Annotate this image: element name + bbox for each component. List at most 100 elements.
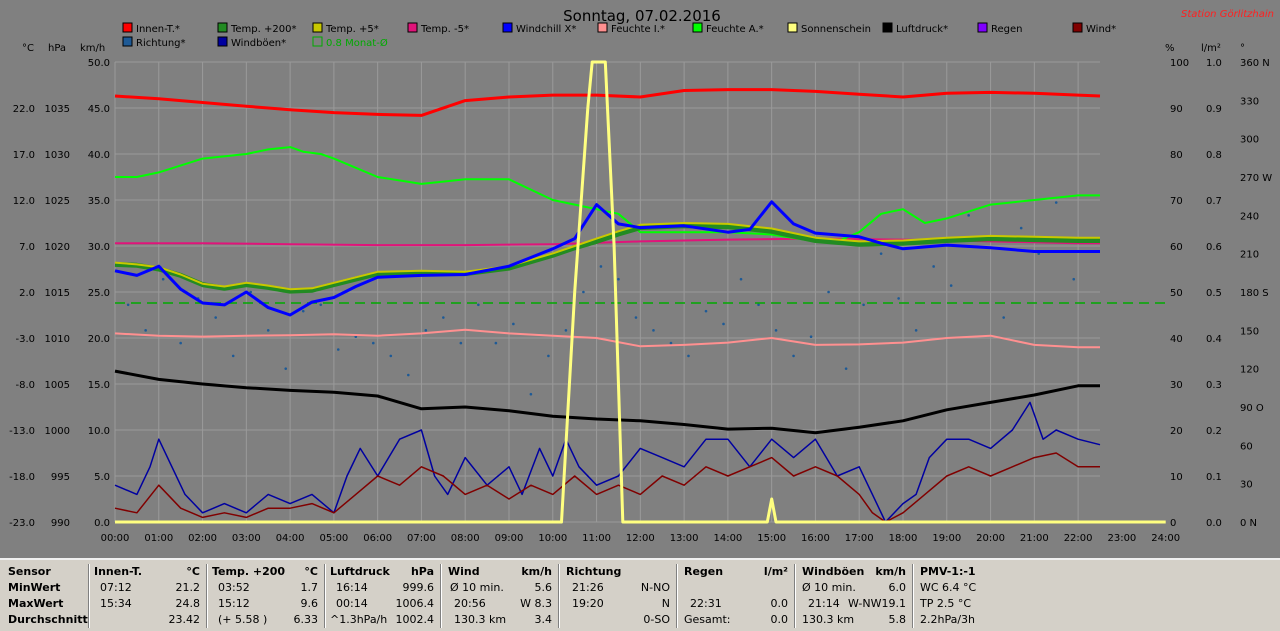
windboen-max-value: 19.1 [881,597,907,610]
windboen-min-value: 6.0 [888,581,907,594]
stats-label-avg: Durchschnitt [8,613,88,626]
legend-swatch [122,36,133,47]
unit-speed: km/h [80,43,105,54]
percent-tick-label: 60 [1170,242,1183,253]
x-tick-label: 01:00 [144,533,173,544]
innen-min-time: 07:12 [100,581,132,594]
percent-tick-label: 40 [1170,334,1183,345]
percent-tick-label: 0 [1170,518,1176,529]
direction-tick-label: 30 [1240,480,1253,491]
chart-legend: Innen-T.* Temp. +200* Temp. +5* Temp. -5* Wi… [122,22,1116,49]
temp200-unit: °C [304,565,318,578]
direction-point [424,329,428,332]
richtung-max-value: N [661,597,670,610]
direction-scatter [126,201,1076,396]
stats-label-title: Sensor [8,565,51,578]
pressure-tick-label: 1005 [45,380,70,391]
legend-label: Temp. +5* [325,24,379,35]
percent-tick-label: 90 [1170,104,1183,115]
percent-tick-label: 10 [1170,472,1183,483]
temp200-min-time: 03:52 [218,581,250,594]
rain-tick-label: 0.0 [1206,518,1222,529]
speed-tick-label: 50.0 [88,58,110,69]
pmv-header: PMV-1:-1 [920,565,976,578]
x-tick-label: 13:00 [670,533,699,544]
luftdruck-trend: ^1.3hPa/h [330,613,388,626]
richtung-min-value: N-NO [640,581,670,594]
x-tick-label: 14:00 [713,533,742,544]
temp-tick-label: 2.0 [19,288,35,299]
stats-temp200: Temp. +200 °C 03:52 1.7 15:12 9.6 (+ 5.58 )… [212,564,318,630]
direction-tick-label: 210 [1240,250,1259,261]
legend-swatch [597,22,608,33]
direction-point [1002,316,1005,319]
direction-point [914,329,918,332]
percent-tick-label: 20 [1170,426,1183,437]
direction-point [827,290,830,294]
luftdruck-max-time: 00:14 [336,597,368,610]
temp-tick-label: -18.0 [9,472,35,483]
windboen-min-label: Ø 10 min. [802,581,856,594]
direction-tick-label: 270 W [1240,173,1272,184]
stats-pmv: PMV-1:-1 WC 6.4 °C TP 2.5 °C 2.2hPa/3h [920,564,1030,630]
temp200-header: Temp. +200 [212,565,286,578]
temp200-avg-diff: (+ 5.58 ) [218,613,268,626]
x-tick-label: 06:00 [363,533,392,544]
direction-point [1019,226,1023,230]
x-tick-label: 24:00 [1151,533,1180,544]
legend-label: Windböen* [231,38,286,49]
weather-chart: Sonntag, 07.02.2016 Station Görlitzhain … [9,7,1274,544]
x-tick-label: 21:00 [1020,533,1049,544]
direction-point [897,297,900,300]
rain-tick-label: 0.1 [1206,472,1222,483]
direction-point [249,290,253,294]
wind-min-value: 5.6 [534,581,553,594]
direction-tick-label: 180 S [1240,288,1269,299]
rain-tick-label: 0.8 [1206,150,1222,161]
speed-tick-label: 30.0 [88,242,110,253]
windboen-avg-value: 5.8 [888,613,907,626]
series-temp-5 [114,222,1100,291]
series-temp-200 [114,223,1100,294]
wind-header: Wind [448,565,480,578]
direction-point [932,265,935,268]
speed-tick-label: 25.0 [88,288,110,299]
legend-label: Feuchte A.* [706,24,764,35]
windboen-header: Windböen [802,565,865,578]
legend-label: 0.8 Monat-Ø [326,37,388,49]
pressure-tick-label: 990 [51,518,70,529]
wind-unit: km/h [521,565,552,578]
direction-point [634,316,638,319]
direction-point [669,341,673,345]
temp200-max-time: 15:12 [218,597,250,610]
x-tick-label: 00:00 [101,533,130,544]
luftdruck-header: Luftdruck [330,565,390,578]
stats-luftdruck: Luftdruck hPa 16:14 999.6 00:14 1006.4 ^1.3… [330,564,434,630]
richtung-max-time: 19:20 [572,597,604,610]
rain-tick-label: 0.5 [1206,288,1222,299]
x-tick-label: 03:00 [232,533,261,544]
speed-tick-label: 0.0 [94,518,110,529]
direction-point [144,329,147,332]
x-tick-label: 12:00 [626,533,655,544]
x-tick-label: 05:00 [319,533,348,544]
wind-max-value: W 8.3 [520,597,552,610]
stats-labels: Sensor MinWert MaxWert Durchschnitt [8,564,88,630]
direction-point [529,392,533,396]
direction-point [617,277,620,281]
regen-unit: l/m² [763,565,788,578]
station-label: Station Görlitzhain [1181,9,1274,20]
direction-point [231,354,235,358]
direction-point [1072,277,1076,281]
x-tick-label: 20:00 [976,533,1005,544]
unit-percent: % [1165,43,1175,54]
legend-swatch [407,22,418,33]
luftdruck-unit: hPa [410,565,434,578]
temp-tick-label: -13.0 [9,426,35,437]
stats-windboen: Windböen km/h Ø 10 min. 6.0 21:14 W-NW 19.1 … [802,564,906,630]
direction-point [477,303,480,307]
direction-point [547,354,550,358]
speed-tick-label: 20.0 [88,334,110,345]
legend-swatch [692,22,703,33]
chart-grid [114,61,1100,523]
